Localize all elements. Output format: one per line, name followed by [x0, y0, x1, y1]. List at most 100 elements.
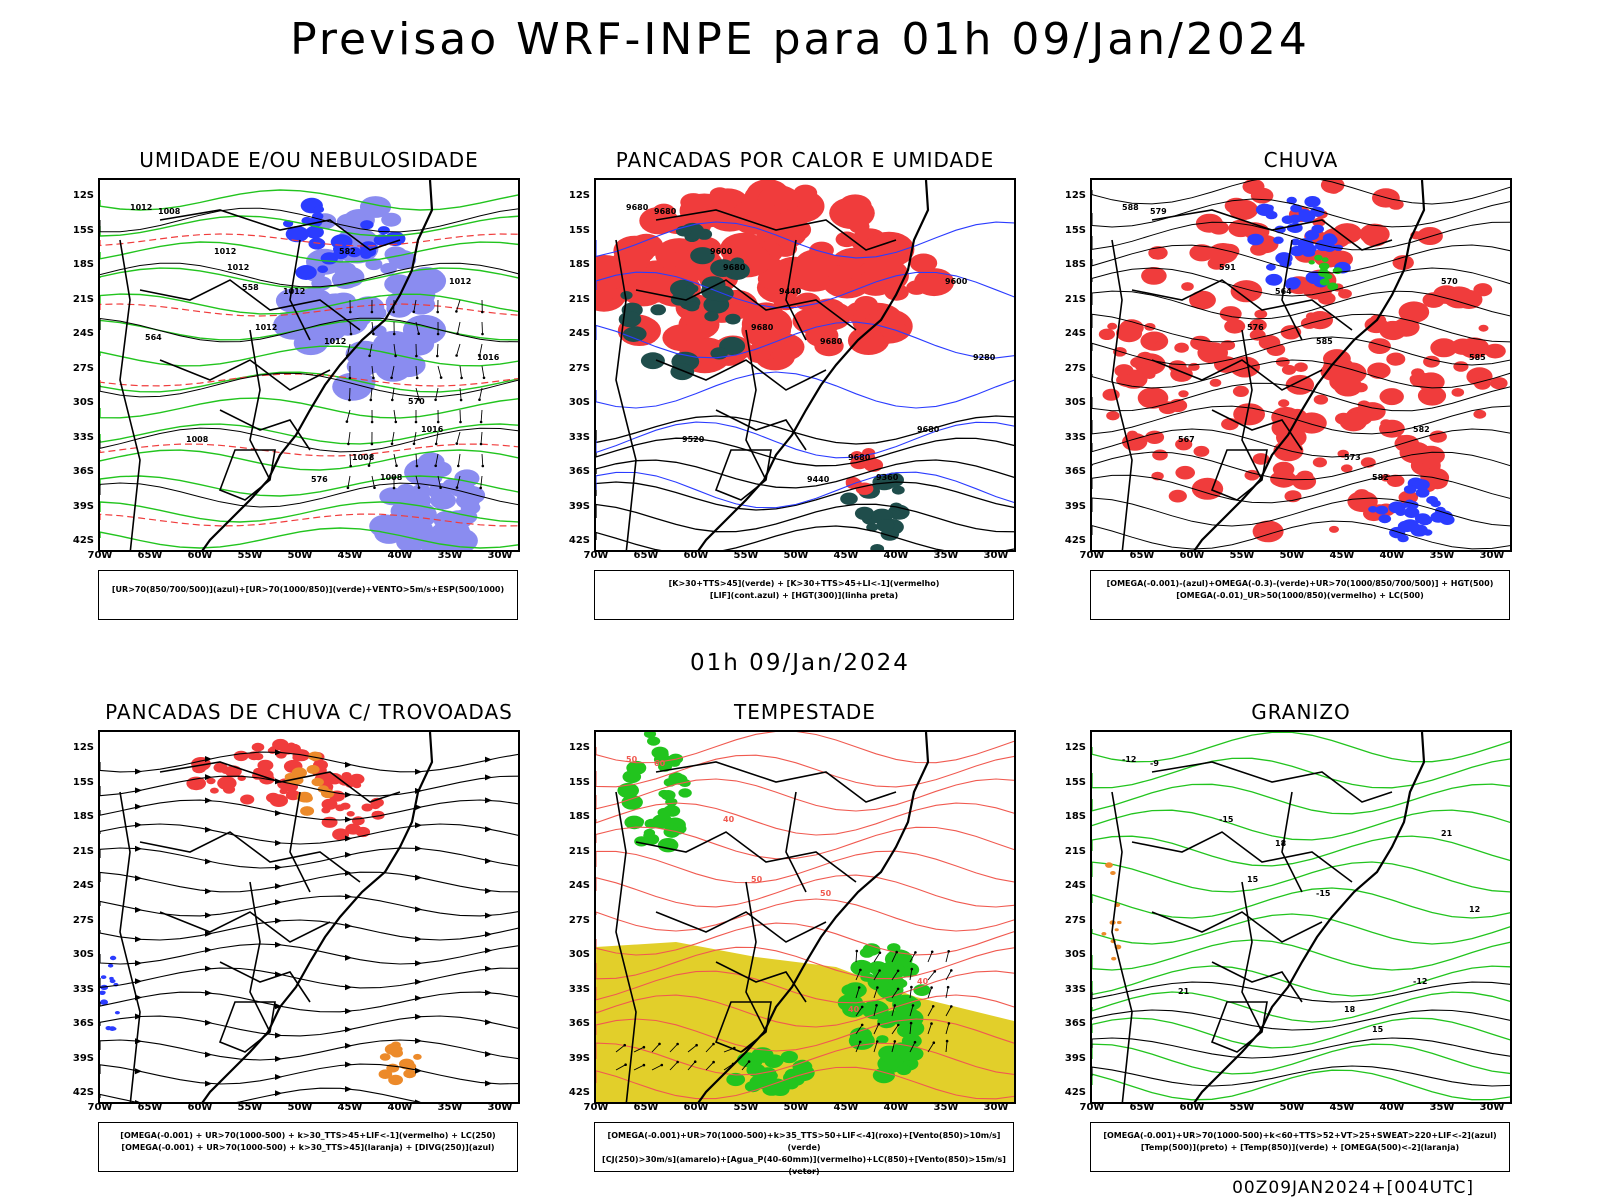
state-border — [655, 359, 827, 391]
wind-vector-head — [459, 420, 462, 424]
humidity-shading — [417, 452, 445, 472]
temp500-contour — [1092, 1065, 1510, 1087]
rain-shading — [1219, 306, 1242, 322]
wind-vector-head — [893, 1004, 897, 1007]
longitude-tick: 40W — [387, 1102, 413, 1113]
wind-vector-head — [390, 442, 394, 446]
wind-vector-head — [412, 310, 416, 314]
humidity-shading — [455, 492, 480, 510]
wind-vector — [479, 343, 483, 356]
streamline-arrow — [345, 893, 352, 900]
longitude-tick: 70W — [1079, 550, 1105, 561]
thunderstorm-shading — [300, 794, 313, 803]
instability-shading — [730, 199, 782, 235]
thunderstorm-shading — [321, 816, 338, 828]
wind-vector — [347, 475, 351, 488]
latitude-tick: 33S — [1064, 983, 1086, 995]
humidity-shading — [345, 340, 384, 368]
state-border — [635, 279, 857, 331]
wind-vector — [413, 299, 417, 312]
streamline — [100, 895, 518, 917]
rain-shading — [1247, 233, 1264, 246]
thunderstorm-shading — [287, 743, 301, 754]
humidity-contour — [100, 267, 518, 289]
state-border — [1151, 359, 1323, 391]
longitude-tick: 30W — [487, 1102, 513, 1113]
rain-shading — [1409, 372, 1432, 388]
state-border — [1131, 279, 1353, 331]
wind-shading — [617, 782, 639, 799]
rain-shading — [1490, 377, 1508, 390]
wind-shading — [841, 984, 859, 997]
temp850-contour — [1092, 887, 1510, 919]
streamline-arrow — [485, 1080, 492, 1087]
rain-shading — [1314, 254, 1323, 261]
latitude-tick: 36S — [72, 466, 94, 477]
longitude-tick: 40W — [883, 1102, 909, 1113]
panel-title-granizo: GRANIZO — [1251, 700, 1351, 724]
wind-vector — [368, 453, 373, 466]
contour-label: 40 — [848, 1005, 860, 1014]
latitude-tick: 30S — [72, 949, 94, 960]
streamline-arrow — [275, 899, 282, 906]
longitude-tick: 30W — [983, 1102, 1009, 1113]
rain-shading — [1417, 386, 1447, 406]
contour-label: 1012 — [283, 287, 305, 296]
longitude-tick: 65W — [137, 1102, 163, 1113]
wind-vector-head — [877, 1022, 880, 1026]
rain-shading — [1333, 376, 1363, 397]
rain-shading — [1152, 449, 1168, 461]
omega-marker — [1117, 920, 1122, 925]
state-border — [1241, 329, 1263, 481]
streamline — [100, 799, 518, 821]
thunderstorm-shading — [240, 794, 255, 805]
rain-shading — [1193, 445, 1210, 457]
wind-vector — [927, 1006, 934, 1017]
humidity-shading — [359, 196, 392, 218]
latitude-tick: 30S — [1064, 949, 1086, 960]
latitude-tick: 33S — [568, 431, 590, 443]
temp500-contour — [1092, 1009, 1510, 1031]
wind-vector-head — [860, 1023, 864, 1027]
contour-label: 9360 — [876, 473, 899, 482]
humidity-shading — [397, 483, 416, 497]
rain-shading — [1401, 519, 1419, 532]
wind-vector — [459, 409, 461, 423]
thunderstorm-shading — [378, 1069, 393, 1079]
rain-shading — [1433, 285, 1460, 304]
rain-shading — [1290, 204, 1302, 213]
wind-shading — [726, 1072, 746, 1087]
latitude-tick: 30S — [72, 397, 94, 408]
rain-shading — [1321, 257, 1329, 263]
rain-shading — [1275, 357, 1290, 367]
instability-shading — [690, 247, 715, 265]
humidity-shading — [396, 281, 436, 309]
wind-vector-head — [624, 1063, 627, 1066]
height-contour — [1092, 382, 1510, 412]
coastline — [697, 732, 930, 1102]
wind-vector — [457, 453, 461, 466]
wind-vector-head — [434, 442, 438, 446]
wind-vector — [927, 951, 933, 963]
wind-vector — [927, 1023, 932, 1035]
wind-vector — [415, 453, 418, 467]
wind-vector-head — [859, 968, 862, 972]
contour-label: 50 — [626, 755, 638, 764]
streamline-arrow — [275, 1074, 282, 1080]
thunderstorm-shading — [217, 776, 237, 790]
streamline-arrow — [205, 965, 212, 972]
latitude-tick: 27S — [568, 914, 590, 926]
thunderstorm-shading — [210, 787, 219, 794]
thunderstorm-shading — [340, 802, 351, 810]
rain-shading — [1189, 290, 1216, 310]
wind-vector — [480, 431, 483, 445]
wind-vector-head — [623, 1043, 626, 1047]
rain-shading — [1329, 525, 1339, 533]
wind-vector — [415, 387, 420, 400]
wind-vector — [456, 343, 461, 356]
rain-shading — [1417, 227, 1443, 245]
wind-vector-head — [642, 1045, 646, 1049]
streamline-arrow — [485, 965, 492, 972]
instability-shading — [684, 301, 700, 312]
longitude-tick: 65W — [633, 1102, 659, 1113]
